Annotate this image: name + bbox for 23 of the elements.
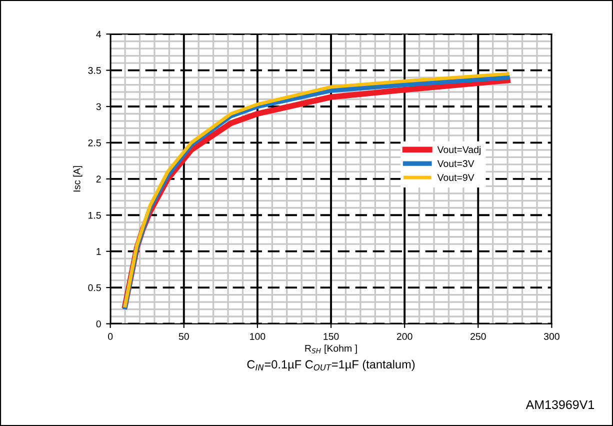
y-tick-label: 4 (96, 30, 102, 38)
y-tick-label: 1 (96, 248, 101, 255)
x-tick-label: 300 (544, 333, 560, 340)
x-tick-label: 0 (108, 333, 113, 340)
x-tick-label: 250 (470, 333, 486, 340)
x-tick-label: 50 (178, 333, 189, 340)
legend-label: Vout=Vadj (437, 146, 481, 156)
x-tick-label: 150 (324, 333, 339, 340)
x-tick-label: 200 (396, 333, 412, 340)
y-tick-label: 3.5 (88, 67, 101, 74)
y-tick-label: 3 (96, 103, 101, 110)
y-tick-label: 0 (96, 320, 101, 328)
text: C$_{IN}$=0.1µF C$_{OUT}$=1µF (tantalum) (247, 360, 415, 371)
y-axis-title: Isc [A] (73, 166, 82, 192)
legend-label: Vout=3V (437, 160, 474, 168)
y-tick-label: 1.5 (88, 212, 101, 219)
text: AM13969V1 (526, 400, 594, 410)
legend-label: Vout=9V (437, 174, 474, 181)
x-tick-label: 100 (250, 333, 266, 340)
y-tick-label: 2.5 (88, 139, 101, 146)
y-tick-label: 2 (96, 176, 101, 182)
y-tick-label: 0.5 (88, 284, 101, 292)
x-axis-title: R$_{SH}$ [Kohm ] (305, 344, 357, 354)
